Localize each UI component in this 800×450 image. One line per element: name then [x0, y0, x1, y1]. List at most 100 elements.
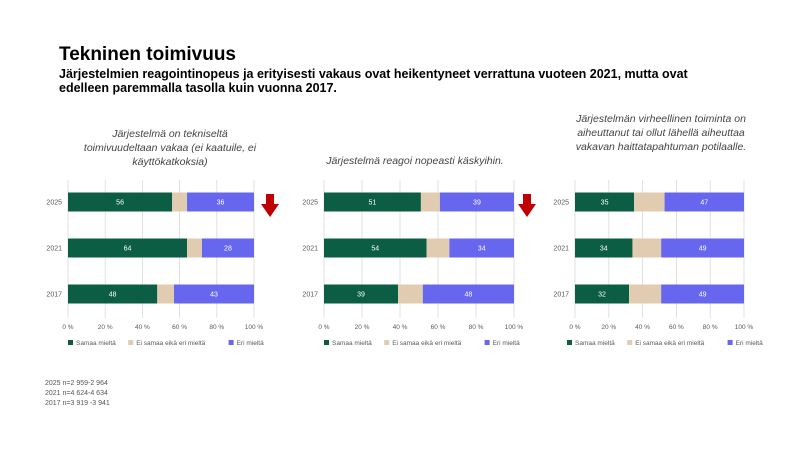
y-tick-label: 2025: [46, 200, 62, 207]
x-tick-label: 40 %: [135, 324, 150, 331]
x-tick-label: 40 %: [635, 324, 650, 331]
legend-swatch-agree: [68, 340, 73, 345]
x-tick-label: 0 %: [62, 324, 73, 331]
x-tick-label: 60 %: [172, 324, 187, 331]
y-tick-label: 2025: [302, 200, 318, 207]
x-tick-label: 80 %: [209, 324, 224, 331]
data-label: 48: [109, 292, 117, 299]
bar-neutral-2017: [398, 284, 423, 304]
y-tick-label: 2021: [46, 246, 62, 253]
legend-swatch-disagree: [228, 340, 234, 345]
bar-disagree-2021: [201, 238, 254, 258]
bar-agree-2025: [324, 192, 421, 212]
bar-agree-2017: [68, 284, 158, 304]
footnote-2017: 2017 n=3 919 -3 941: [45, 400, 110, 407]
footnote-2025: 2025 n=2 959-2 964: [45, 380, 108, 387]
data-label: 34: [478, 246, 486, 253]
bar-neutral-2025: [172, 192, 188, 212]
chart-title-patient-harm: Järjestelmän virheellinen toiminta on ai…: [575, 113, 747, 153]
legend-label-agree: Samaa mieltä: [575, 340, 615, 347]
legend-swatch-neutral: [128, 340, 134, 345]
legend-swatch-agree: [324, 340, 329, 345]
slide-subtitle: Järjestelmien reagointinopeus ja erityis…: [59, 67, 688, 95]
down-arrow-icon: [518, 194, 536, 217]
bar-neutral-2025: [420, 192, 440, 212]
data-label: 51: [369, 200, 377, 207]
legend-swatch-neutral: [384, 340, 390, 345]
legend-swatch-neutral: [627, 340, 633, 345]
bar-disagree-2021: [661, 238, 744, 258]
bar-neutral-2025: [634, 192, 665, 212]
bar-agree-2021: [575, 238, 633, 258]
slide-title: Tekninen toimivuus: [59, 44, 237, 65]
y-tick-label: 2017: [553, 292, 569, 299]
down-arrow-icon: [261, 194, 279, 217]
data-label: 47: [700, 200, 708, 207]
bar-neutral-2017: [157, 284, 175, 304]
legend-swatch-disagree: [484, 340, 490, 345]
bar-agree-2017: [575, 284, 630, 304]
legend-label-neutral: Ei samaa eikä eri mieltä: [635, 340, 704, 347]
y-tick-label: 2021: [553, 246, 569, 253]
y-tick-label: 2021: [302, 246, 318, 253]
legend-label-disagree: Eri mieltä: [237, 340, 264, 347]
x-tick-label: 100 %: [245, 324, 264, 331]
x-tick-label: 100 %: [735, 324, 754, 331]
x-tick-label: 0 %: [569, 324, 580, 331]
chart-title-responsiveness: Järjestelmä reagoi nopeasti käskyihin.: [326, 155, 504, 167]
legend-label-agree: Samaa mieltä: [76, 340, 116, 347]
data-label: 36: [217, 200, 225, 207]
legend-label-agree: Samaa mieltä: [332, 340, 372, 347]
data-label: 32: [598, 292, 606, 299]
legend-swatch-disagree: [727, 340, 733, 345]
x-tick-label: 60 %: [431, 324, 446, 331]
bar-disagree-2025: [664, 192, 744, 212]
x-tick-label: 100 %: [505, 324, 524, 331]
bar-disagree-2025: [439, 192, 514, 212]
bar-disagree-2017: [661, 284, 744, 304]
x-tick-label: 80 %: [703, 324, 718, 331]
data-label: 39: [473, 200, 481, 207]
bar-disagree-2017: [422, 284, 514, 304]
data-label: 49: [699, 292, 707, 299]
bar-neutral-2021: [632, 238, 662, 258]
legend-label-neutral: Ei samaa eikä eri mieltä: [392, 340, 461, 347]
bar-neutral-2017: [629, 284, 662, 304]
bar-neutral-2021: [426, 238, 450, 258]
bar-agree-2025: [575, 192, 635, 212]
legend-label-neutral: Ei samaa eikä eri mieltä: [136, 340, 205, 347]
x-tick-label: 20 %: [355, 324, 370, 331]
bar-disagree-2017: [174, 284, 254, 304]
data-label: 35: [601, 200, 609, 207]
data-label: 48: [465, 292, 473, 299]
bar-neutral-2021: [187, 238, 202, 258]
data-label: 39: [357, 292, 365, 299]
chart-title-stability: Järjestelmä on tekniseltä toimivuudeltaa…: [83, 128, 257, 168]
bar-disagree-2021: [449, 238, 514, 258]
data-label: 43: [210, 292, 218, 299]
data-label: 49: [699, 246, 707, 253]
x-tick-label: 20 %: [98, 324, 113, 331]
bar-disagree-2025: [187, 192, 254, 212]
legend-label-disagree: Eri mieltä: [493, 340, 520, 347]
footnotes: 2025 n=2 959-2 964 2021 n=4 624-4 634 20…: [45, 379, 110, 409]
legend-swatch-agree: [567, 340, 572, 345]
bar-agree-2025: [68, 192, 173, 212]
x-tick-label: 40 %: [393, 324, 408, 331]
legend-label-disagree: Eri mieltä: [736, 340, 763, 347]
y-tick-label: 2017: [46, 292, 62, 299]
data-label: 64: [124, 246, 132, 253]
data-label: 56: [116, 200, 124, 207]
x-tick-label: 0 %: [318, 324, 329, 331]
bar-agree-2021: [324, 238, 427, 258]
bar-agree-2017: [324, 284, 399, 304]
footnote-2021: 2021 n=4 624-4 634: [45, 390, 108, 397]
x-tick-label: 20 %: [601, 324, 616, 331]
data-label: 34: [600, 246, 608, 253]
data-label: 28: [224, 246, 232, 253]
y-tick-label: 2025: [553, 200, 569, 207]
x-tick-label: 60 %: [669, 324, 684, 331]
x-tick-label: 80 %: [469, 324, 484, 331]
bar-agree-2021: [68, 238, 188, 258]
